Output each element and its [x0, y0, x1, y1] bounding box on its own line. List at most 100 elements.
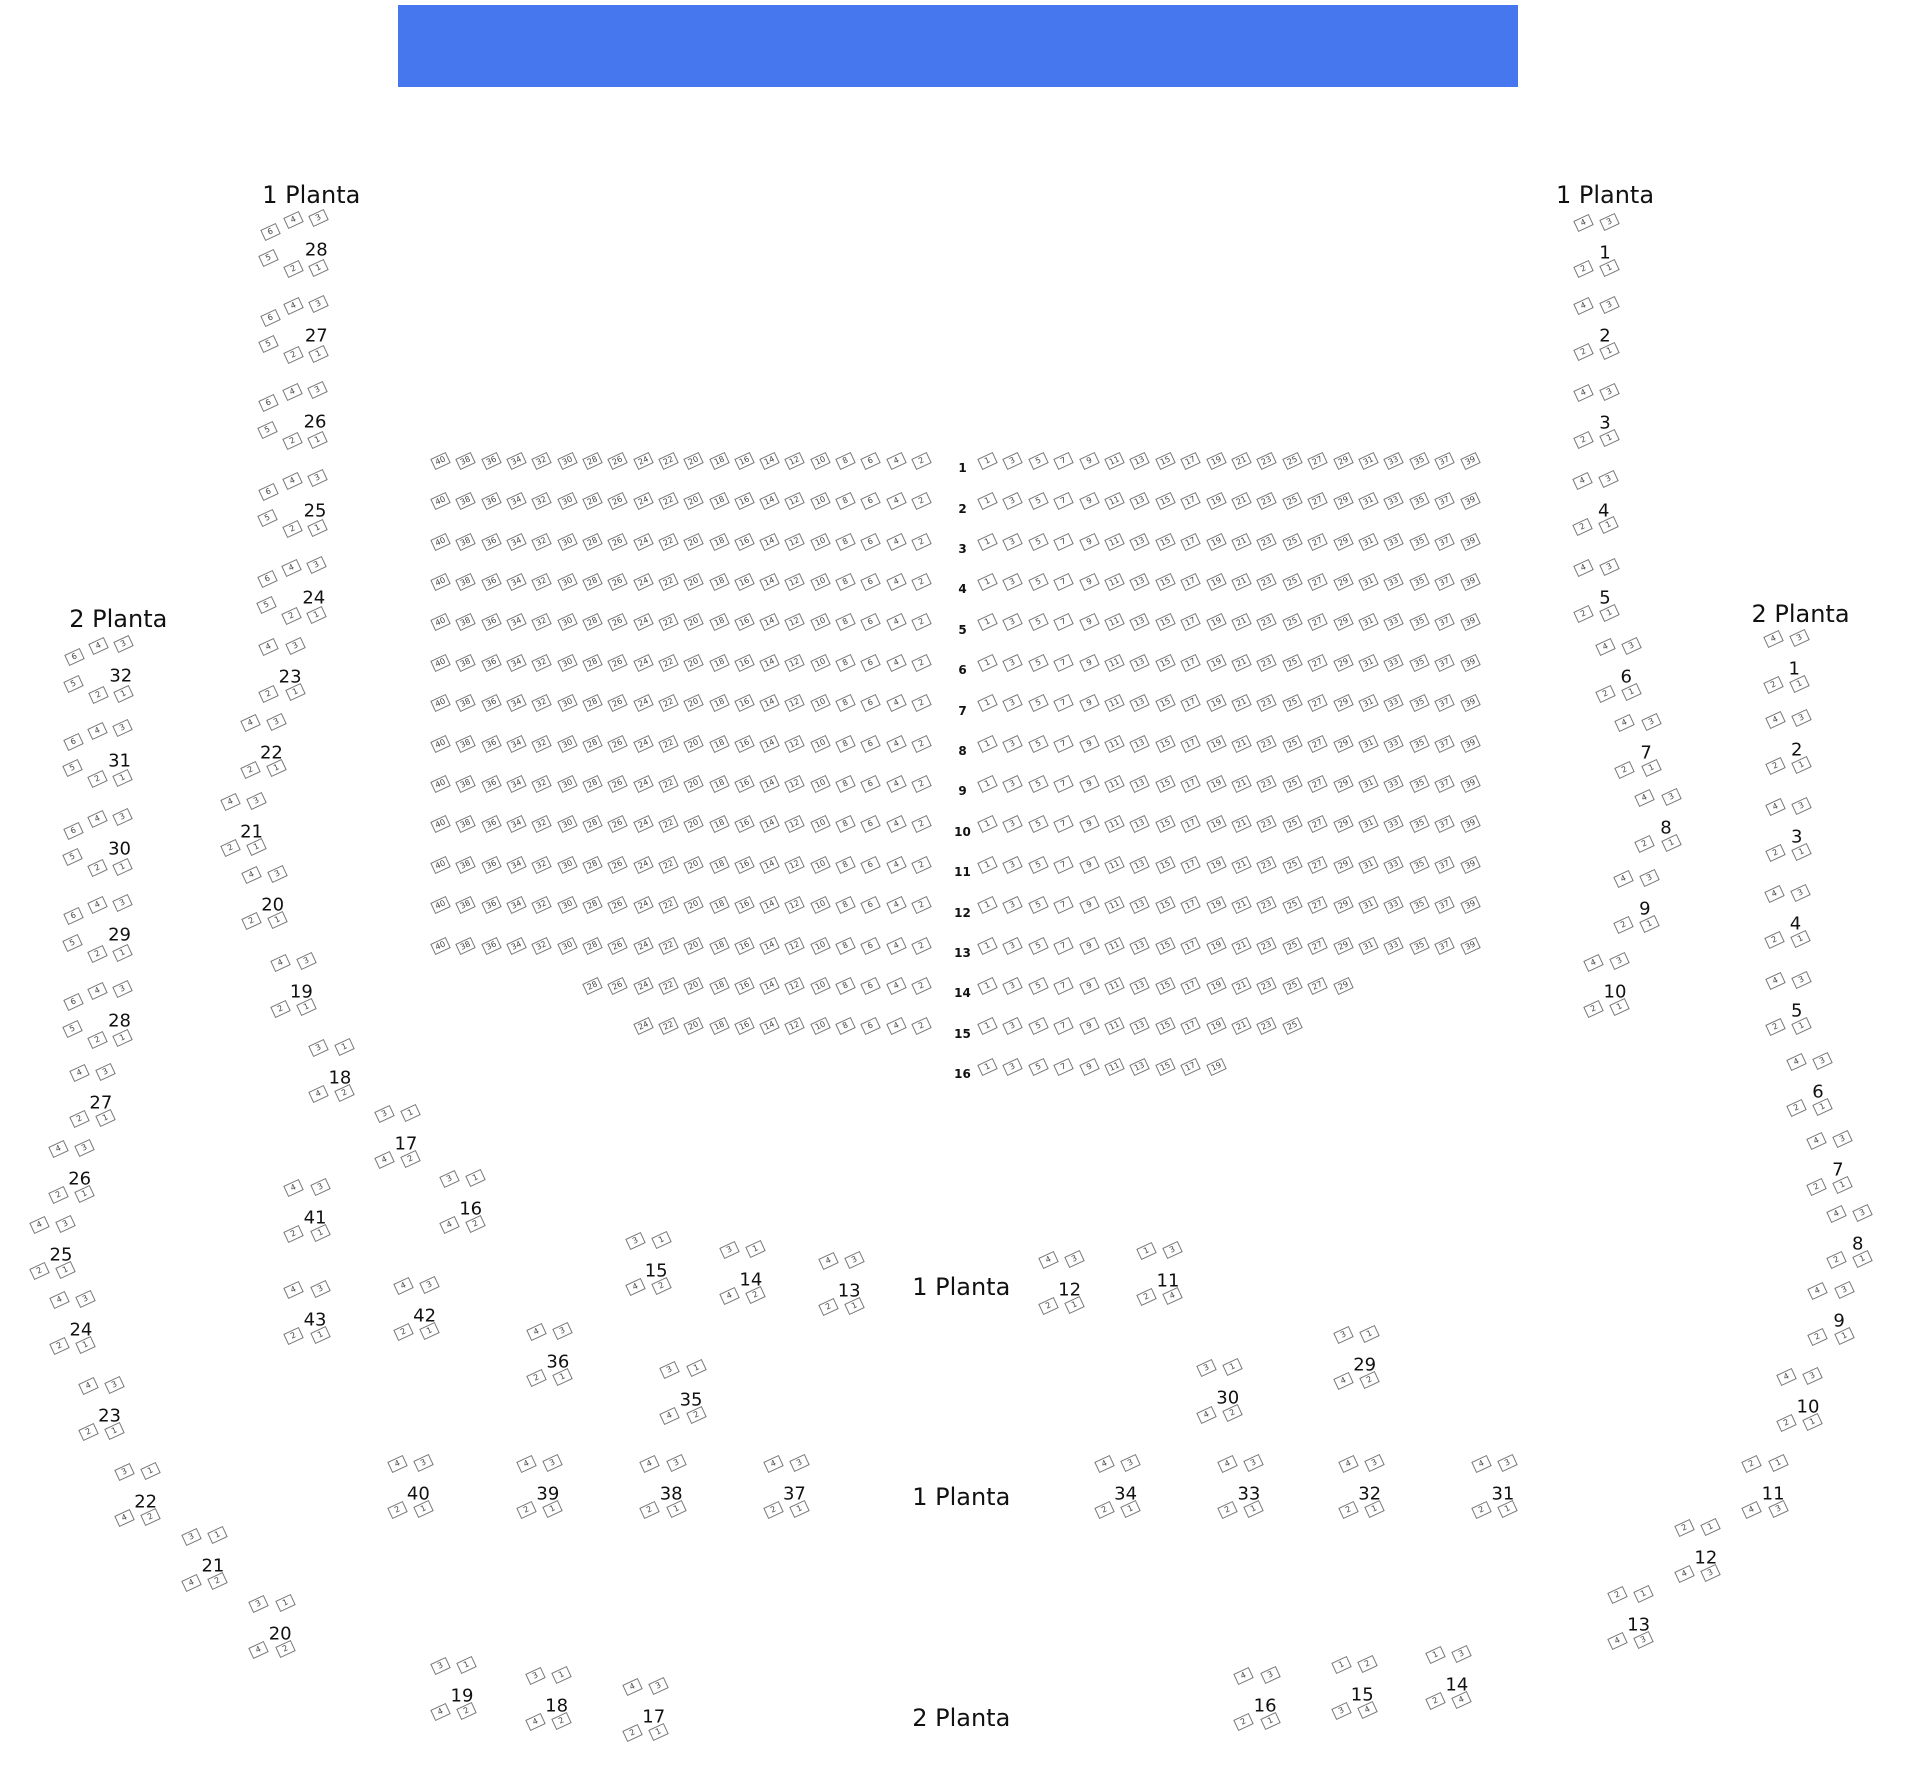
seat[interactable]: 21	[1231, 694, 1252, 713]
box-seat[interactable]: 5	[61, 847, 83, 866]
box-seat[interactable]: 4	[1807, 1282, 1829, 1301]
box-seat[interactable]: 5	[258, 248, 280, 267]
seat[interactable]: 15	[1154, 653, 1176, 672]
seat[interactable]: 2	[911, 936, 932, 955]
seat[interactable]: 25	[1281, 613, 1303, 632]
seat[interactable]: 20	[683, 976, 704, 995]
seat[interactable]: 3	[1002, 976, 1024, 995]
box-seat[interactable]: 3	[1609, 952, 1631, 971]
seat[interactable]: 36	[481, 694, 502, 713]
seat[interactable]: 34	[506, 492, 527, 511]
seat[interactable]: 22	[658, 572, 679, 591]
seat[interactable]: 24	[632, 572, 654, 591]
seat[interactable]: 19	[1205, 774, 1227, 793]
box-seat[interactable]: 4	[1607, 1632, 1628, 1651]
seat[interactable]: 33	[1383, 855, 1405, 874]
box-seat[interactable]: 4	[1741, 1501, 1763, 1520]
seat[interactable]: 9	[1078, 613, 1100, 632]
seat[interactable]: 26	[607, 976, 629, 995]
seat[interactable]: 9	[1078, 734, 1100, 753]
box-seat[interactable]: 2	[240, 760, 261, 779]
seat[interactable]: 36	[481, 815, 502, 834]
seat[interactable]: 28	[582, 815, 603, 834]
box-seat[interactable]: 4	[1573, 558, 1595, 577]
seat[interactable]: 33	[1383, 896, 1405, 915]
box-seat[interactable]: 4	[1594, 638, 1616, 657]
seat[interactable]: 28	[582, 774, 603, 793]
box-seat[interactable]: 3	[1791, 970, 1812, 989]
seat[interactable]: 37	[1434, 734, 1455, 753]
seat[interactable]: 11	[1104, 1057, 1125, 1076]
seat[interactable]: 30	[556, 855, 578, 874]
seat[interactable]: 24	[632, 1017, 654, 1036]
box-seat[interactable]: 3	[1833, 1280, 1855, 1300]
seat[interactable]: 23	[1256, 1017, 1278, 1036]
seat[interactable]: 10	[809, 492, 831, 511]
seat[interactable]: 13	[1129, 936, 1151, 955]
box-seat[interactable]: 3	[1812, 1051, 1834, 1070]
box-seat[interactable]: 4	[1762, 629, 1784, 648]
seat[interactable]: 32	[531, 572, 553, 591]
seat[interactable]: 31	[1358, 451, 1379, 470]
box-seat[interactable]: 3	[659, 1360, 681, 1379]
seat[interactable]: 37	[1434, 896, 1455, 915]
box-seat[interactable]: 4	[1614, 714, 1636, 733]
seat[interactable]: 5	[1027, 896, 1049, 915]
box-seat[interactable]: 2	[386, 1501, 408, 1520]
seat[interactable]: 18	[708, 896, 730, 915]
seat[interactable]: 33	[1383, 613, 1405, 632]
box-seat[interactable]: 3	[1599, 557, 1621, 576]
box-seat[interactable]: 4	[1826, 1205, 1847, 1224]
seat[interactable]: 39	[1459, 613, 1481, 632]
seat[interactable]: 11	[1104, 653, 1125, 672]
box-seat[interactable]: 1	[140, 1461, 161, 1480]
seat[interactable]: 29	[1332, 694, 1354, 713]
seat[interactable]: 29	[1332, 774, 1354, 793]
seat[interactable]: 1	[977, 976, 998, 995]
box-seat[interactable]: 4	[374, 1151, 395, 1170]
seat[interactable]: 15	[1154, 451, 1176, 470]
seat[interactable]: 18	[708, 734, 730, 753]
seat[interactable]: 26	[607, 774, 629, 793]
box-seat[interactable]: 5	[61, 759, 83, 778]
seat[interactable]: 13	[1129, 896, 1151, 915]
box-seat[interactable]: 2	[1765, 1018, 1786, 1037]
seat[interactable]: 20	[683, 492, 704, 511]
box-seat[interactable]: 2	[1765, 843, 1786, 862]
seat[interactable]: 38	[455, 532, 477, 551]
seat[interactable]: 18	[708, 532, 730, 551]
seat[interactable]: 13	[1129, 1057, 1151, 1076]
box-seat[interactable]: 1	[113, 684, 134, 703]
seat[interactable]: 17	[1180, 613, 1201, 632]
seat[interactable]: 15	[1154, 774, 1176, 793]
box-seat[interactable]: 4	[1573, 297, 1595, 316]
box-seat[interactable]: 2	[1425, 1691, 1446, 1710]
seat[interactable]: 29	[1332, 532, 1354, 551]
seat[interactable]: 28	[582, 532, 603, 551]
seat[interactable]: 8	[835, 1017, 856, 1036]
box-seat[interactable]: 3	[111, 979, 133, 998]
box-seat[interactable]: 2	[1573, 259, 1595, 278]
seat[interactable]: 21	[1231, 855, 1252, 874]
seat[interactable]: 32	[531, 532, 553, 551]
seat[interactable]: 28	[582, 936, 603, 955]
seat[interactable]: 27	[1307, 976, 1328, 995]
seat[interactable]: 9	[1078, 896, 1100, 915]
box-seat[interactable]: 2	[1613, 916, 1634, 935]
box-seat[interactable]: 2	[88, 685, 109, 704]
box-seat[interactable]: 2	[1674, 1518, 1695, 1537]
seat[interactable]: 23	[1256, 451, 1278, 470]
seat[interactable]: 11	[1104, 976, 1125, 995]
seat[interactable]: 26	[607, 936, 629, 955]
box-seat[interactable]: 2	[1572, 517, 1593, 536]
seat[interactable]: 39	[1459, 492, 1481, 511]
box-seat[interactable]: 1	[111, 1029, 133, 1048]
seat[interactable]: 40	[430, 572, 451, 591]
seat[interactable]: 1	[977, 694, 998, 713]
seat[interactable]: 23	[1256, 896, 1278, 915]
seat[interactable]: 1	[977, 936, 998, 955]
box-seat[interactable]: 4	[1217, 1455, 1238, 1474]
seat[interactable]: 4	[885, 936, 907, 955]
seat[interactable]: 36	[481, 572, 502, 591]
box-seat[interactable]: 5	[257, 420, 278, 439]
